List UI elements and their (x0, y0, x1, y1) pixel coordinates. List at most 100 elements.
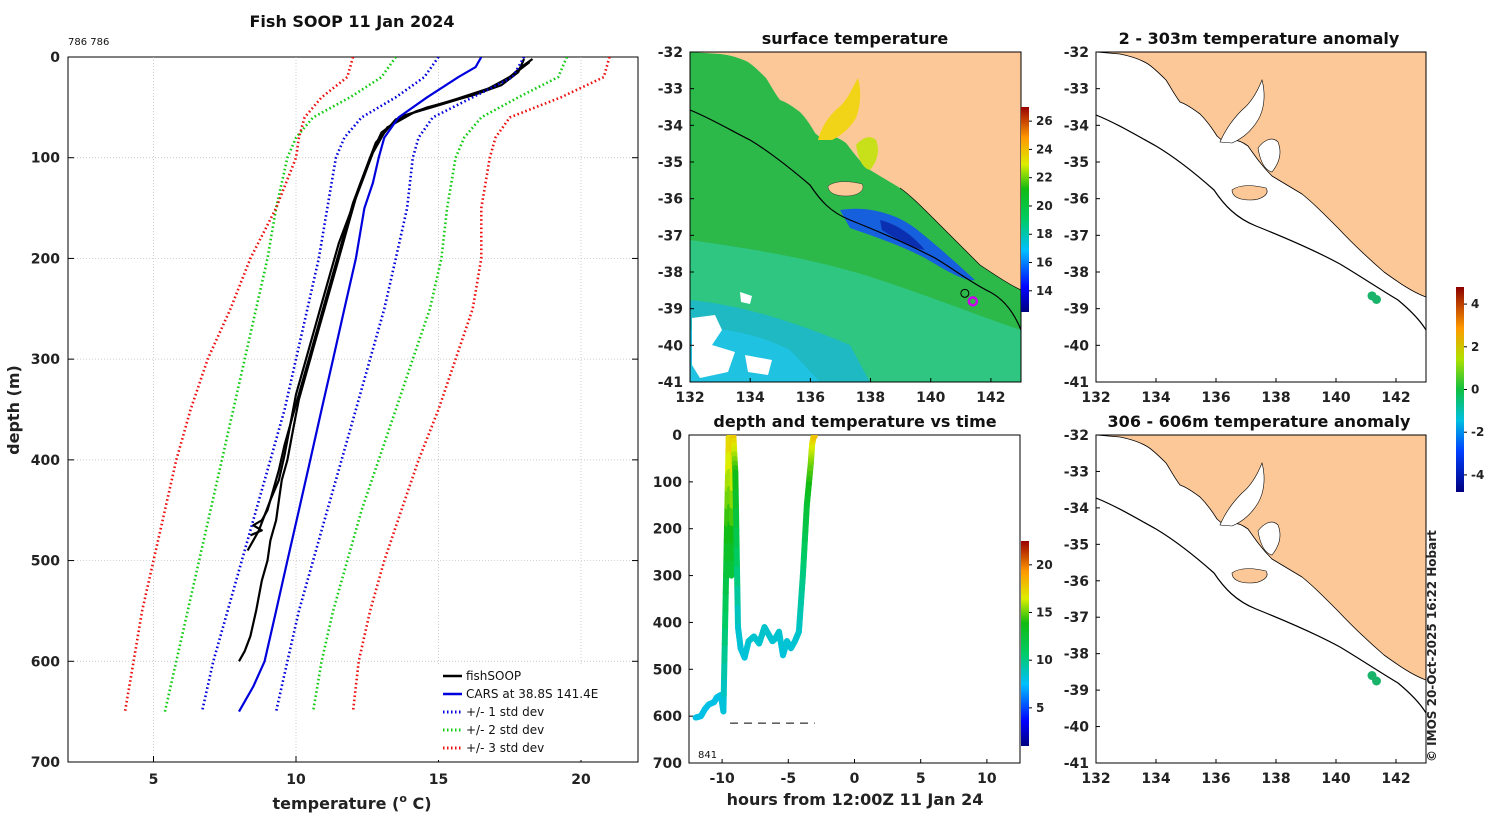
profile-series-fishsoop (246, 61, 531, 552)
sst-tick-label-x: 138 (856, 390, 885, 406)
time-tick-label-x: 0 (850, 771, 860, 787)
time-title: depth and temperature vs time (713, 412, 996, 431)
sst-tick-label-x: 140 (916, 390, 945, 406)
profile-xlabel-main: temperature ( (272, 794, 399, 813)
anomaly2-tick-label-y: -34 (1064, 501, 1090, 517)
anomaly-map-deep: 306 - 606m temperature anomaly 132 134 136… (1064, 412, 1439, 787)
anomaly2-tick-label-y: -37 (1064, 610, 1089, 626)
sst-nodata (692, 315, 735, 378)
anomaly1-tick-label-x: 142 (1381, 390, 1410, 406)
anomaly1-tick-label-y: -34 (1064, 118, 1090, 134)
anomaly2-tick-label-y: -40 (1064, 720, 1090, 736)
anomaly-colorbar (1456, 287, 1464, 492)
sst-tick-label-y: -35 (658, 155, 683, 171)
sst-tick-label-y: -36 (658, 192, 683, 208)
anomaly1-spencer-gulf (1219, 79, 1265, 144)
time-colorbar-tick-label: 20 (1036, 558, 1053, 572)
profile-series--3-std-dev (123, 57, 355, 712)
credit-label: © IMOS 20-Oct-2025 16:22 Hobart (1425, 530, 1439, 762)
profile-series-cars-at-38-8s-141-4e (238, 57, 483, 713)
time-tick-label-y: 700 (653, 756, 682, 772)
legend-box (438, 665, 636, 760)
time-colorbar-ticks: 5 10 15 20 (1029, 558, 1053, 715)
anomaly-colorbar-tick-label: 4 (1471, 297, 1479, 311)
time-tick-label-x: -5 (781, 771, 797, 787)
profile-ylabel: depth (m) (4, 365, 23, 455)
anomaly2-spencer-gulf (1219, 462, 1265, 527)
anomaly1-tick-label-y: -40 (1064, 338, 1090, 354)
depth-time-chart: depth and temperature vs time -10 -5 0 5 100… (653, 412, 1053, 809)
time-tick-label-y: 400 (653, 615, 682, 631)
anomaly1-ticks: 132 134 136 138 140 142 -32 -33 -34 -35 -36 -37 -38 -… (1064, 45, 1411, 406)
time-tick-label-x: 5 (916, 771, 926, 787)
profile-chart: Fish SOOP 11 Jan 2024 786 786 5 10 15 20010… (4, 12, 639, 813)
anomaly2-shelf-contour (1096, 497, 1426, 714)
anomaly2-frame (1095, 434, 1427, 764)
profile-tick-label-y: 700 (31, 755, 60, 771)
time-tick-label-x: -10 (709, 771, 735, 787)
time-count-label: 841 (698, 750, 717, 761)
profile-tick-label-x: 5 (149, 772, 159, 788)
anomaly2-tick-label-y: -39 (1064, 683, 1089, 699)
anomaly2-point (1372, 676, 1381, 686)
profile-tick-label-x: 20 (571, 772, 591, 788)
time-tick-label-y: 600 (653, 709, 682, 725)
profile-tick-label-y: 200 (31, 251, 60, 267)
profile-id-label: 786 786 (68, 37, 109, 48)
anomaly-map-shallow: 2 - 303m temperature anomaly 132 134 136 13… (1064, 29, 1484, 492)
anomaly1-point (1372, 295, 1381, 304)
anomaly2-title: 306 - 606m temperature anomaly (1108, 412, 1411, 431)
anomaly2-tick-label-y: -36 (1064, 574, 1089, 590)
sst-nodata-3 (745, 355, 772, 375)
sst-tick-label-y: -37 (658, 228, 683, 244)
legend-2std: +/- 2 std dev (466, 723, 544, 737)
sst-colorbar-tick-label: 20 (1036, 199, 1053, 213)
anomaly2-tick-label-x: 142 (1381, 771, 1410, 787)
profile-series--3-std-dev (351, 57, 611, 712)
profile-tick-label-x: 15 (429, 772, 448, 788)
anomaly1-kangaroo-island (1231, 185, 1268, 201)
profile-xlabel-end: C) (407, 794, 432, 813)
profile-series (123, 57, 611, 713)
surface-temperature-map: surface temperature (658, 29, 1053, 406)
anomaly1-tick-label-x: 134 (1141, 390, 1170, 406)
sst-tick-label-y: -41 (658, 375, 683, 391)
sst-colorbar-tick-label: 26 (1036, 114, 1053, 128)
anomaly1-st-vincent-gulf (1257, 138, 1281, 173)
sst-tick-label-y: -39 (658, 302, 683, 318)
profile-tick-label-y: 0 (50, 50, 60, 66)
profile-tick-label-y: 100 (31, 151, 60, 167)
profile-tick-label-y: 500 (31, 554, 60, 570)
anomaly1-tick-label-y: -38 (1064, 265, 1089, 281)
profile-legend: fishSOOP CARS at 38.8S 141.4E +/- 1 std … (438, 665, 636, 760)
sst-tick-label-x: 134 (736, 390, 765, 406)
sst-title: surface temperature (762, 29, 949, 48)
sst-spencer-gulf (818, 78, 861, 140)
anomaly2-kangaroo-island (1231, 568, 1268, 584)
sst-colorbar-ticks: 14 16 18 20 22 24 26 (1029, 114, 1053, 298)
anomaly2-tick-label-y: -32 (1064, 428, 1089, 444)
anomaly2-tick-label-x: 132 (1081, 771, 1110, 787)
sst-colorbar-tick-label: 24 (1036, 142, 1053, 156)
legend-1std: +/- 1 std dev (466, 705, 544, 719)
profile-xlabel: temperature (o C) (272, 792, 431, 813)
legend-fishsoop: fishSOOP (466, 669, 521, 683)
time-colorbar-tick-label: 5 (1036, 701, 1044, 715)
anomaly2-tick-label-x: 134 (1141, 771, 1170, 787)
profile-tick-label-y: 300 (31, 352, 60, 368)
anomaly1-tick-label-y: -32 (1064, 45, 1089, 61)
sst-tick-label-x: 132 (675, 390, 704, 406)
vessel-position-marker (967, 296, 979, 307)
anomaly2-tick-label-x: 138 (1261, 771, 1290, 787)
time-colorbar (1021, 541, 1029, 746)
anomaly1-tick-label-y: -33 (1064, 82, 1089, 98)
sst-tick-label-y: -40 (658, 338, 684, 354)
time-xlabel: hours from 12:00Z 11 Jan 24 (727, 790, 984, 809)
sst-tick-label-y: -38 (658, 265, 683, 281)
anomaly1-tick-label-x: 138 (1261, 390, 1290, 406)
anomaly-colorbar-tick-label: 2 (1471, 340, 1479, 354)
anomaly1-tick-label-y: -39 (1064, 302, 1089, 318)
sst-land (690, 52, 1021, 290)
